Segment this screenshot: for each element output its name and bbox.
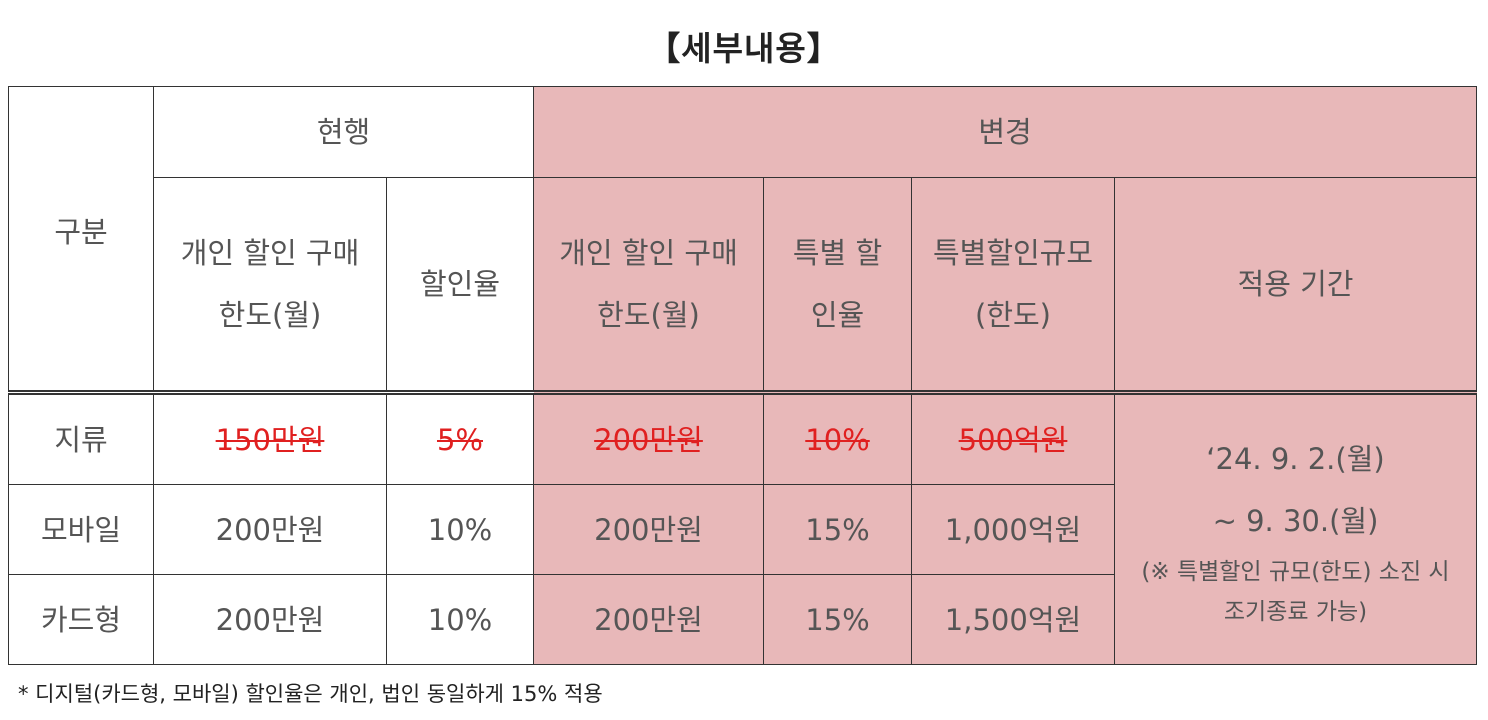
struck-value: 10% bbox=[805, 422, 870, 457]
cell-special-rate: 15% bbox=[763, 484, 912, 575]
cell-current-limit: 200만원 bbox=[153, 574, 387, 665]
struck-value: 150만원 bbox=[215, 422, 325, 457]
cell-current-limit: 150만원 bbox=[153, 390, 387, 485]
header-current-rate: 할인율 bbox=[386, 177, 534, 393]
cell-current-rate: 10% bbox=[386, 484, 534, 575]
header-category: 구분 bbox=[8, 86, 154, 393]
struck-value: 500억원 bbox=[958, 422, 1068, 457]
cell-special-scale: 1,500억원 bbox=[911, 574, 1115, 665]
header-period: 적용 기간 bbox=[1114, 177, 1477, 393]
cell-new-limit: 200만원 bbox=[533, 574, 764, 665]
header-current-limit: 개인 할인 구매한도(월) bbox=[153, 177, 387, 393]
row-category: 카드형 bbox=[8, 574, 154, 665]
footnote: * 디지털(카드형, 모바일) 할인율은 개인, 법인 동일하게 15% 적용 bbox=[18, 682, 603, 706]
struck-value: 200만원 bbox=[594, 422, 703, 457]
cell-special-rate: 10% bbox=[763, 390, 912, 485]
struck-value: 5% bbox=[436, 422, 483, 457]
cell-current-rate: 5% bbox=[386, 390, 534, 485]
cell-special-scale: 500억원 bbox=[911, 390, 1115, 485]
cell-period: ‘24. 9. 2.(월) ~ 9. 30.(월) (※ 특별할인 규모(한도)… bbox=[1114, 390, 1477, 665]
period-start: ‘24. 9. 2.(월) bbox=[1206, 441, 1385, 476]
header-new-limit: 개인 할인 구매한도(월) bbox=[533, 177, 764, 393]
page-title: 【세부내용】 bbox=[647, 29, 841, 68]
cell-current-limit: 200만원 bbox=[153, 484, 387, 575]
cell-new-limit: 200만원 bbox=[533, 484, 764, 575]
cell-special-rate: 15% bbox=[763, 574, 912, 665]
header-current: 현행 bbox=[153, 86, 534, 178]
header-special-scale: 특별할인규모(한도) bbox=[911, 177, 1115, 393]
table-row: 모바일 200만원 10% 200만원 15% 1,000억원 bbox=[8, 484, 1477, 575]
header-special-rate: 특별 할인율 bbox=[763, 177, 912, 393]
period-end: ~ 9. 30.(월) bbox=[1212, 503, 1379, 538]
row-category: 지류 bbox=[8, 390, 154, 485]
cell-new-limit: 200만원 bbox=[533, 390, 764, 485]
row-category: 모바일 bbox=[8, 484, 154, 575]
table-row: 지류 150만원 5% 200만원 10% 500억원 ‘24. 9. 2.(월… bbox=[8, 390, 1477, 665]
details-table: 구분 현행 변경 개인 할인 구매한도(월) 할인율 개인 할인 구매한도(월)… bbox=[8, 86, 1477, 665]
period-note: (※ 특별할인 규모(한도) 소진 시 조기종료 가능) bbox=[1141, 558, 1450, 625]
header-changed: 변경 bbox=[533, 86, 1477, 178]
cell-current-rate: 10% bbox=[386, 574, 534, 665]
cell-special-scale: 1,000억원 bbox=[911, 484, 1115, 575]
table-row: 카드형 200만원 10% 200만원 15% 1,500억원 bbox=[8, 574, 1477, 665]
